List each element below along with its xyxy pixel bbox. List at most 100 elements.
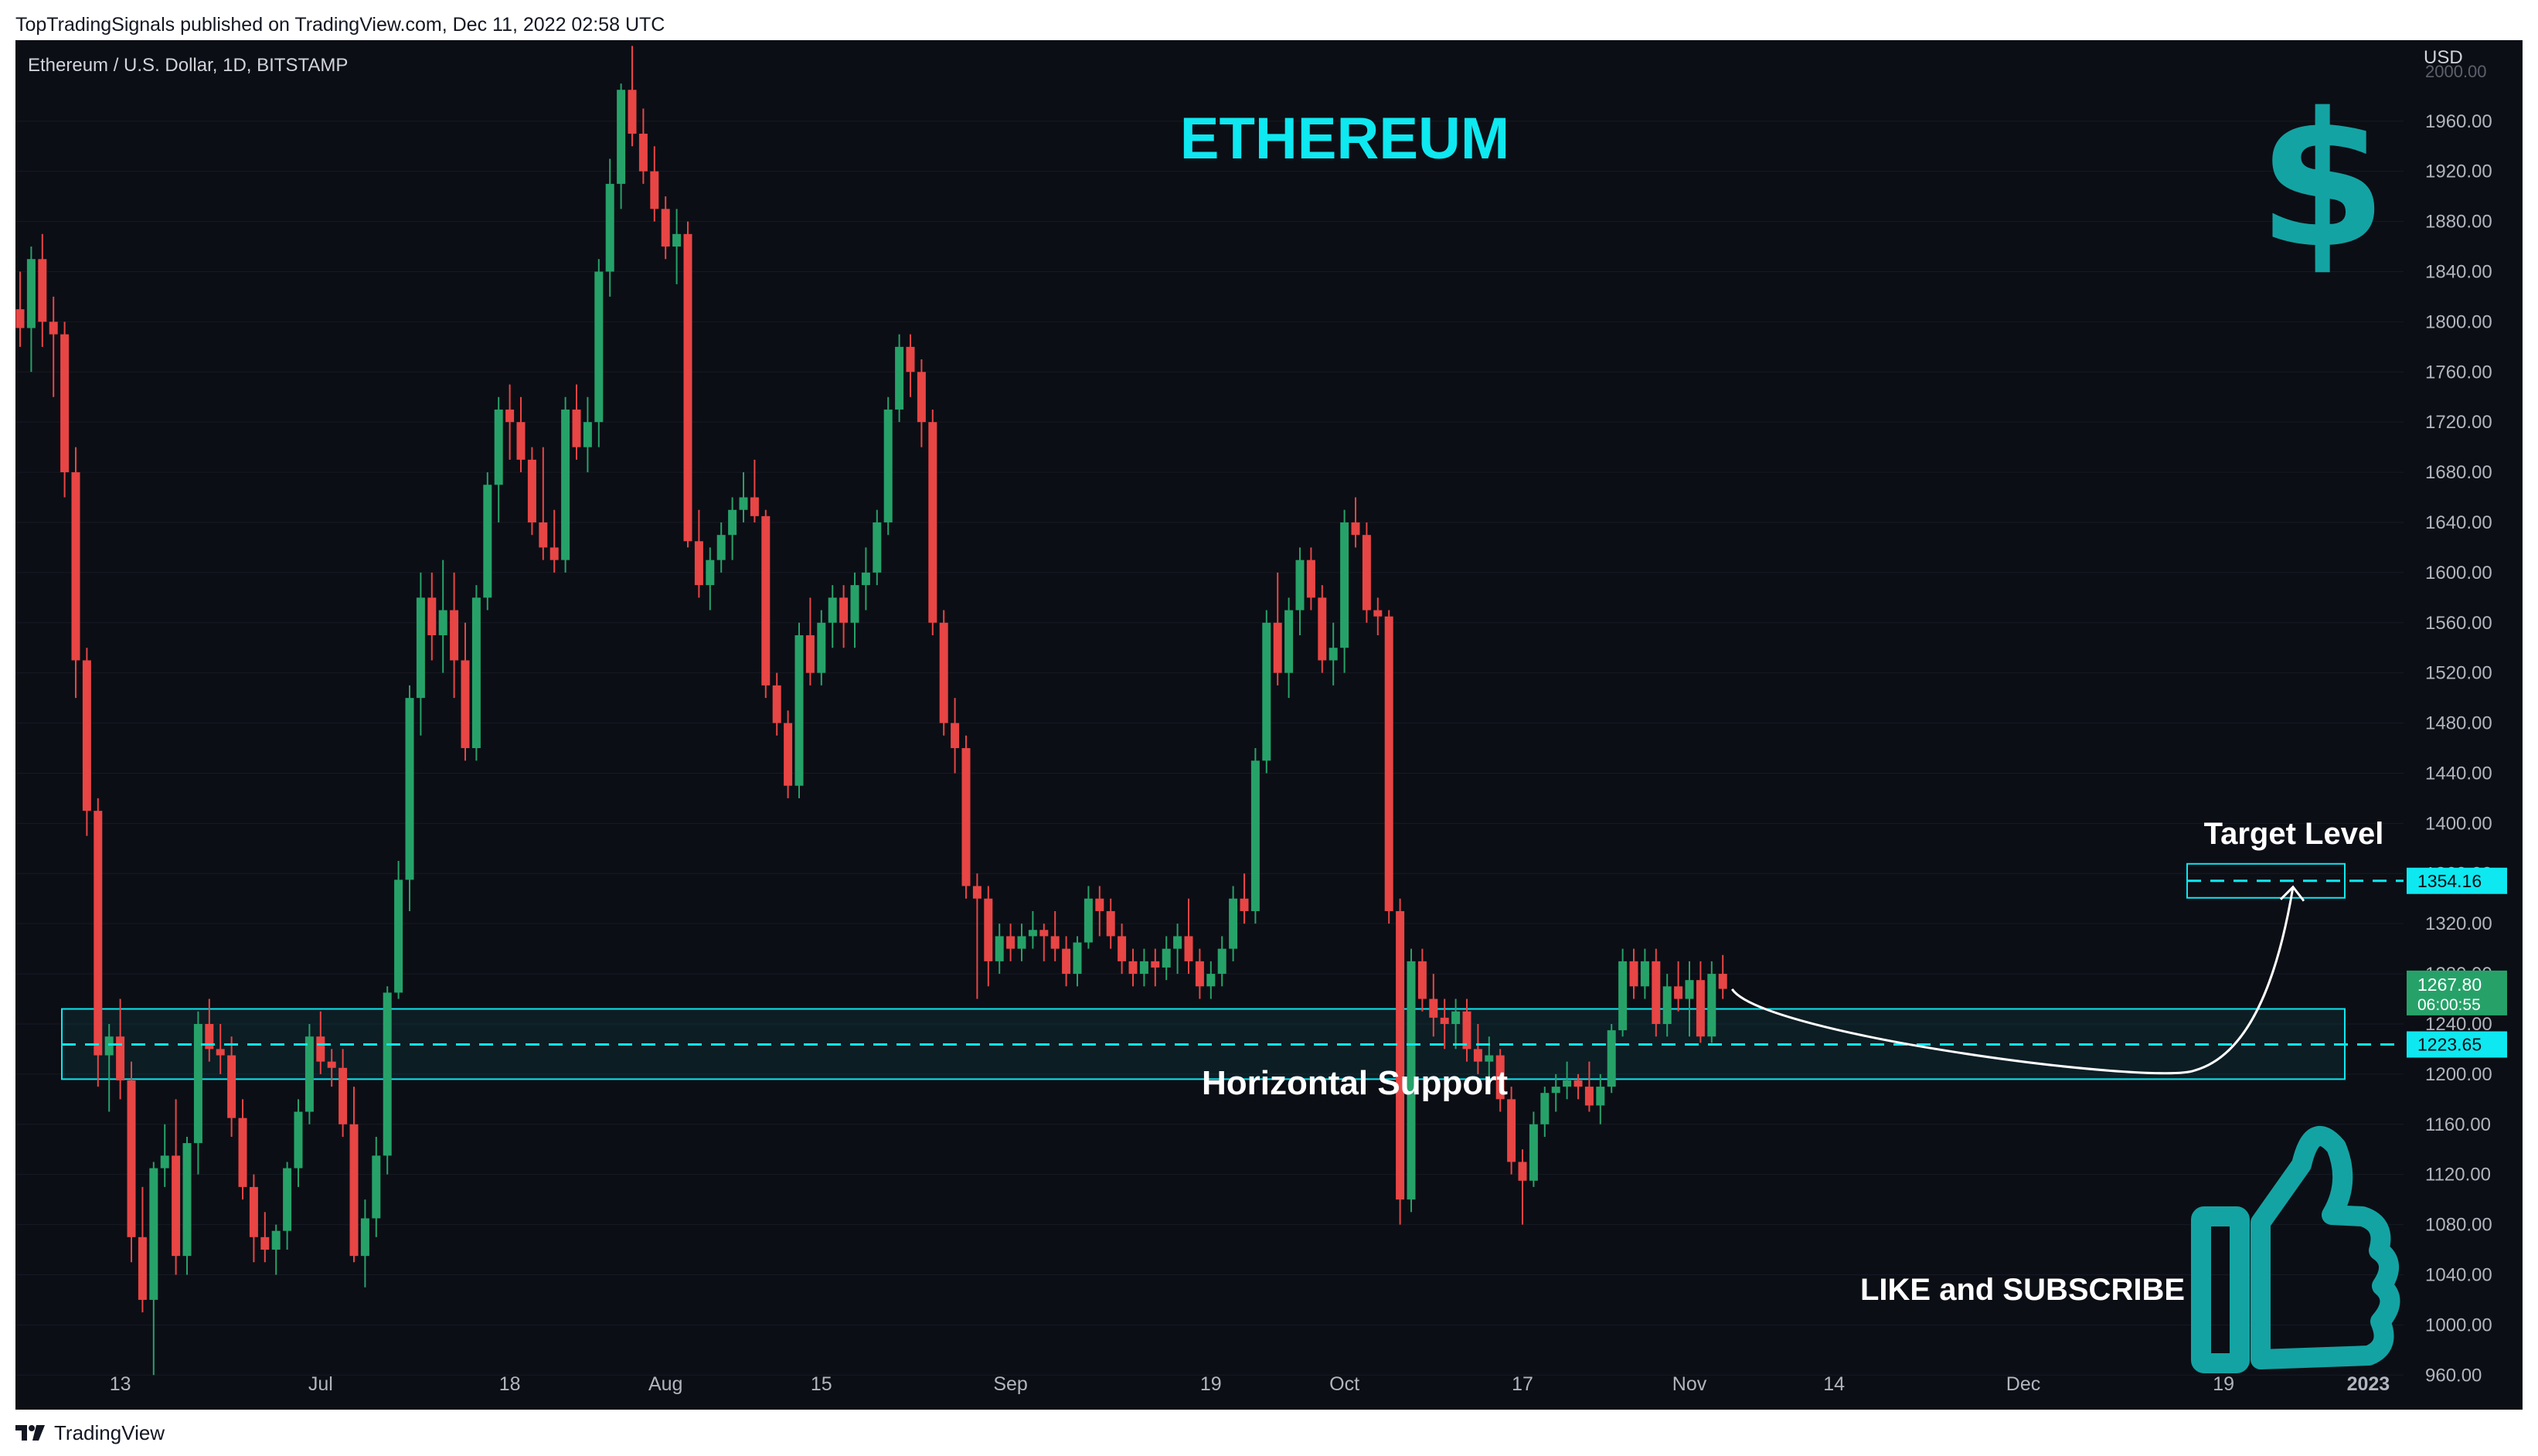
- candle-body: [1139, 961, 1148, 975]
- candle-body: [1573, 1080, 1583, 1087]
- candle-body: [772, 685, 781, 723]
- candle-body: [1151, 961, 1160, 968]
- candle-body: [972, 886, 982, 899]
- candle-body: [26, 259, 36, 328]
- candle-body: [227, 1055, 236, 1118]
- target-price-label: 1354.16: [2417, 871, 2482, 891]
- candle-body: [850, 585, 859, 623]
- candle-body: [1306, 560, 1315, 598]
- candle-body: [483, 485, 492, 598]
- candle-body: [1095, 898, 1104, 911]
- candle-body: [1028, 930, 1037, 937]
- candle-body: [1329, 648, 1338, 661]
- countdown-label: 06:00:55: [2417, 996, 2481, 1014]
- candle-body: [951, 723, 960, 749]
- candle-body: [1128, 961, 1138, 975]
- candle-body: [271, 1230, 281, 1250]
- candle-body: [182, 1143, 192, 1257]
- candle-body: [494, 409, 503, 485]
- x-tick-label: 18: [499, 1373, 521, 1395]
- chart-area[interactable]: Ethereum / U.S. Dollar, 1D, BITSTAMP ETH…: [15, 40, 2523, 1410]
- candle-body: [906, 346, 915, 373]
- candle-body: [561, 409, 570, 560]
- candle-body: [1718, 974, 1727, 989]
- candle-body: [1351, 522, 1360, 536]
- candle-body: [193, 1023, 202, 1144]
- x-tick-label: 2023: [2347, 1373, 2390, 1395]
- tradingview-footer[interactable]: TradingView: [15, 1417, 165, 1448]
- candle-body: [82, 660, 91, 811]
- candle-body: [1262, 622, 1271, 761]
- candle-body: [1118, 936, 1127, 961]
- candle-body: [383, 992, 392, 1156]
- candle-body: [1473, 1049, 1482, 1062]
- candle-body: [1195, 961, 1204, 987]
- candle-body: [15, 309, 25, 328]
- candle-body: [1607, 1030, 1616, 1087]
- candle-body: [1340, 522, 1349, 648]
- candle-body: [672, 233, 682, 247]
- y-tick-label: 1320.00: [2425, 913, 2492, 934]
- candle-body: [572, 409, 581, 447]
- candle-body: [360, 1218, 369, 1257]
- candle-body: [1529, 1124, 1538, 1181]
- x-tick-label: 15: [811, 1373, 832, 1395]
- support-price-tag: 1223.65: [2407, 1031, 2507, 1058]
- target-price-tag: 1354.16: [2407, 867, 2507, 894]
- candle-body: [1295, 560, 1305, 611]
- candle-body: [94, 811, 103, 1056]
- candle-body: [1229, 898, 1238, 949]
- svg-text:$: $: [2258, 73, 2387, 289]
- y-tick-label: 1000.00: [2425, 1315, 2492, 1335]
- y-tick-label: 1520.00: [2425, 663, 2492, 684]
- candle-body: [873, 522, 882, 573]
- candle-body: [1050, 936, 1060, 949]
- y-tick-label: 1040.00: [2425, 1264, 2492, 1285]
- candle-body: [739, 497, 748, 510]
- horizontal-support-label: Horizontal Support: [1202, 1064, 1508, 1102]
- candle-body: [1184, 936, 1193, 961]
- candle-body: [1540, 1093, 1550, 1124]
- candle-body: [138, 1237, 147, 1300]
- candle-body: [1039, 930, 1049, 937]
- candle-body: [706, 560, 715, 586]
- candle-body: [617, 90, 626, 184]
- candle-body: [805, 635, 815, 673]
- candle-body: [1240, 898, 1249, 911]
- candle-body: [1685, 980, 1694, 999]
- y-tick-label: 1800.00: [2425, 311, 2492, 332]
- candle-body: [60, 334, 70, 473]
- candle-body: [794, 635, 804, 786]
- symbol-line[interactable]: Ethereum / U.S. Dollar, 1D, BITSTAMP: [28, 55, 348, 76]
- candle-body: [638, 133, 648, 172]
- candle-body: [49, 321, 58, 335]
- candle-body: [316, 1036, 325, 1062]
- y-tick-label: 1600.00: [2425, 563, 2492, 583]
- candle-body: [505, 409, 515, 423]
- chart-title: ETHEREUM: [1180, 106, 1509, 172]
- y-tick-label: 1200.00: [2425, 1064, 2492, 1085]
- candle-body: [716, 535, 726, 560]
- x-tick-label: 19: [2213, 1373, 2234, 1395]
- candle-body: [984, 898, 993, 961]
- candle-body: [761, 515, 771, 685]
- candle-body: [1707, 974, 1716, 1037]
- candle-body: [1062, 948, 1071, 975]
- x-tick-label: 17: [1512, 1373, 1533, 1395]
- candle-body: [1495, 1055, 1505, 1100]
- tradingview-logo-icon: [15, 1424, 46, 1442]
- tradingview-brand: TradingView: [54, 1421, 165, 1444]
- candle-body: [405, 698, 414, 880]
- candle-body: [516, 422, 526, 460]
- candle-body: [861, 572, 870, 586]
- projection-arrow: [1730, 886, 2295, 1075]
- candle-body: [961, 748, 971, 886]
- candle-body: [461, 660, 470, 749]
- candle-body: [1362, 535, 1371, 611]
- candle-body: [1373, 610, 1383, 617]
- y-tick-label: 1960.00: [2425, 111, 2492, 132]
- x-tick-label: Aug: [648, 1373, 682, 1395]
- x-tick-label: Jul: [308, 1373, 333, 1395]
- x-tick-label: Nov: [1672, 1373, 1707, 1395]
- candle-body: [394, 879, 403, 993]
